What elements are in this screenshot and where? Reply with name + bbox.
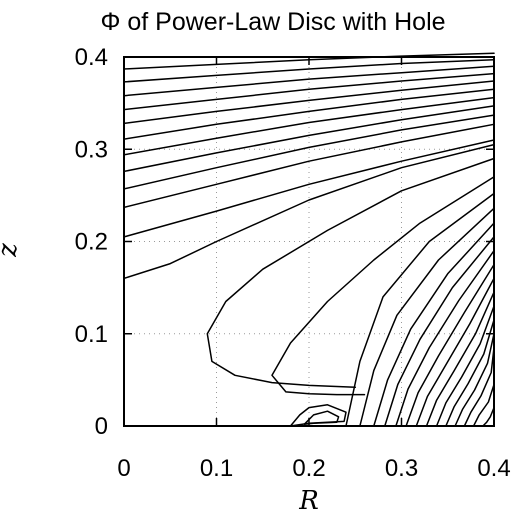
x-tick-label: 0.2: [292, 455, 325, 482]
contour-line-7: [123, 96, 495, 156]
contour-line-9: [123, 114, 495, 190]
y-tick-label: 0.1: [75, 321, 108, 348]
contour-layer: [123, 52, 495, 427]
x-tick-label: 0.4: [477, 455, 510, 482]
contour-line-19: [395, 249, 495, 427]
contour-line-12: [123, 143, 495, 280]
contour-line-23: [435, 305, 495, 427]
contour-line-3: [123, 65, 495, 97]
contour-line-20: [405, 263, 495, 427]
contour-line-11: [123, 139, 495, 238]
contour-line-10: [123, 123, 495, 209]
y-axis-label: z: [0, 243, 23, 258]
contour-line-17: [373, 222, 495, 427]
contour-line-16: [359, 207, 495, 427]
y-tick-label: 0: [95, 413, 108, 440]
contour-line-15: [345, 192, 495, 427]
contour-line-26: [463, 346, 495, 427]
contour-line-14: [271, 176, 495, 396]
contour-line-21: [415, 277, 495, 427]
x-axis-label: R: [298, 486, 319, 516]
contour-line-28: [482, 406, 495, 427]
contour-line-30: [303, 410, 340, 425]
contour-line-13: [206, 157, 495, 389]
y-tick-label: 0.4: [75, 44, 108, 71]
x-tick-label: 0.1: [200, 455, 233, 482]
contour-line-18: [384, 236, 495, 427]
contour-line-27: [472, 383, 495, 427]
x-tick-label: 0: [117, 455, 130, 482]
x-tick-label: 0.3: [385, 455, 418, 482]
chart-title: Φ of Power-Law Disc with Hole: [100, 8, 445, 36]
y-tick-label: 0.2: [75, 229, 108, 256]
contour-line-2: [123, 59, 495, 83]
contour-line-24: [445, 319, 495, 427]
tick-label-layer: 0 0.1 0.2 0.3 0.4 0 0.1 0.2 0.3 0.4: [75, 44, 511, 482]
y-tick-label: 0.3: [75, 136, 108, 163]
contour-line-6: [123, 88, 495, 140]
contour-line-22: [425, 291, 495, 427]
ticks-layer: [123, 56, 495, 427]
contour-line-8: [123, 105, 495, 173]
contour-line-25: [454, 333, 495, 427]
contour-line-5: [123, 80, 495, 125]
contour-line-4: [123, 72, 495, 111]
